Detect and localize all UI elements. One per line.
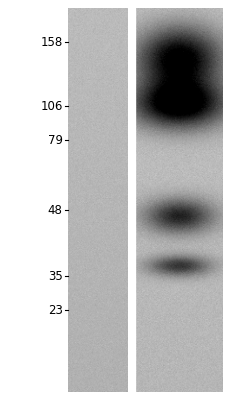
Text: 23: 23 — [48, 304, 62, 316]
Bar — [128, 8, 135, 392]
Text: 158: 158 — [40, 36, 62, 48]
Text: 79: 79 — [47, 134, 62, 146]
Text: 48: 48 — [48, 204, 62, 216]
Text: 106: 106 — [40, 100, 62, 112]
Text: 35: 35 — [48, 270, 62, 282]
